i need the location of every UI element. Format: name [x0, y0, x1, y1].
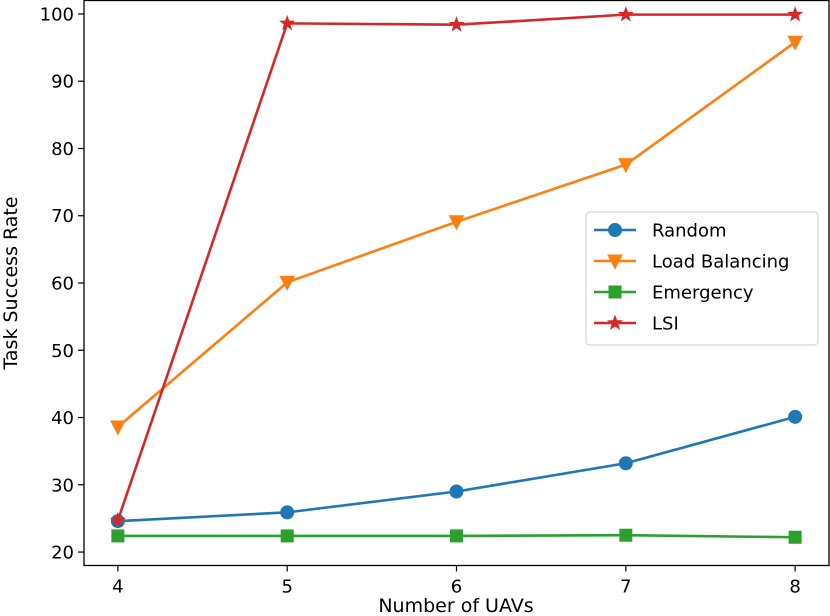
data-point-lsi [279, 14, 296, 31]
legend: Random Load Balancing Emergency LSI [585, 211, 819, 346]
series-line-random [116, 415, 797, 523]
y-tick-label: 50 [51, 341, 74, 362]
y-tick-label: 40 [51, 408, 74, 429]
x-tick-label: 6 [451, 577, 462, 598]
x-tick-label: 5 [281, 577, 292, 598]
data-point-emergency [280, 529, 294, 543]
legend-label-random: Random [652, 221, 727, 242]
data-point-load-balancing [279, 275, 296, 291]
y-axis-label: Task Success Rate [0, 196, 22, 370]
data-point-load-balancing [787, 35, 803, 51]
data-point-emergency [619, 528, 633, 542]
x-tick-label: 7 [620, 577, 631, 598]
y-tick-label: 60 [51, 274, 74, 295]
data-point-load-balancing [448, 215, 465, 231]
y-tick-label: 30 [51, 475, 74, 496]
x-tick-label: 8 [789, 577, 800, 598]
y-tick-label: 70 [51, 206, 74, 227]
data-point-emergency [111, 529, 125, 543]
legend-marker-lsi [606, 314, 624, 330]
plot-marks [109, 6, 804, 544]
y-tick-label: 80 [51, 139, 74, 160]
data-point-random [280, 505, 295, 520]
data-point-lsi [787, 6, 804, 22]
data-point-emergency [450, 529, 463, 543]
data-point-random [788, 409, 803, 424]
legend-label-emergency: Emergency [652, 283, 754, 304]
legend-label-lsi: LSI [652, 314, 679, 335]
data-point-load-balancing [617, 158, 634, 174]
y-tick-label: 100 [40, 4, 74, 25]
data-point-emergency [788, 530, 802, 544]
data-point-lsi [448, 16, 465, 32]
data-point-random [618, 456, 633, 471]
legend-marker-random [608, 223, 622, 237]
x-axis: 4 5 6 7 8 [112, 565, 801, 598]
y-tick-label: 90 [51, 72, 74, 93]
legend-box [585, 211, 819, 346]
x-axis-label: Number of UAVs [378, 595, 533, 616]
y-axis: 20 30 40 50 60 70 80 90 100 [40, 4, 84, 564]
data-point-load-balancing [110, 420, 126, 436]
legend-label-load-balancing: Load Balancing [652, 252, 789, 273]
y-tick-label: 20 [51, 543, 74, 564]
data-point-lsi [109, 511, 126, 528]
data-point-lsi [617, 6, 634, 22]
legend-marker-load-balancing [607, 254, 623, 270]
legend-marker-emergency [608, 285, 622, 299]
data-point-random [449, 484, 464, 499]
x-tick-label: 4 [112, 577, 123, 598]
